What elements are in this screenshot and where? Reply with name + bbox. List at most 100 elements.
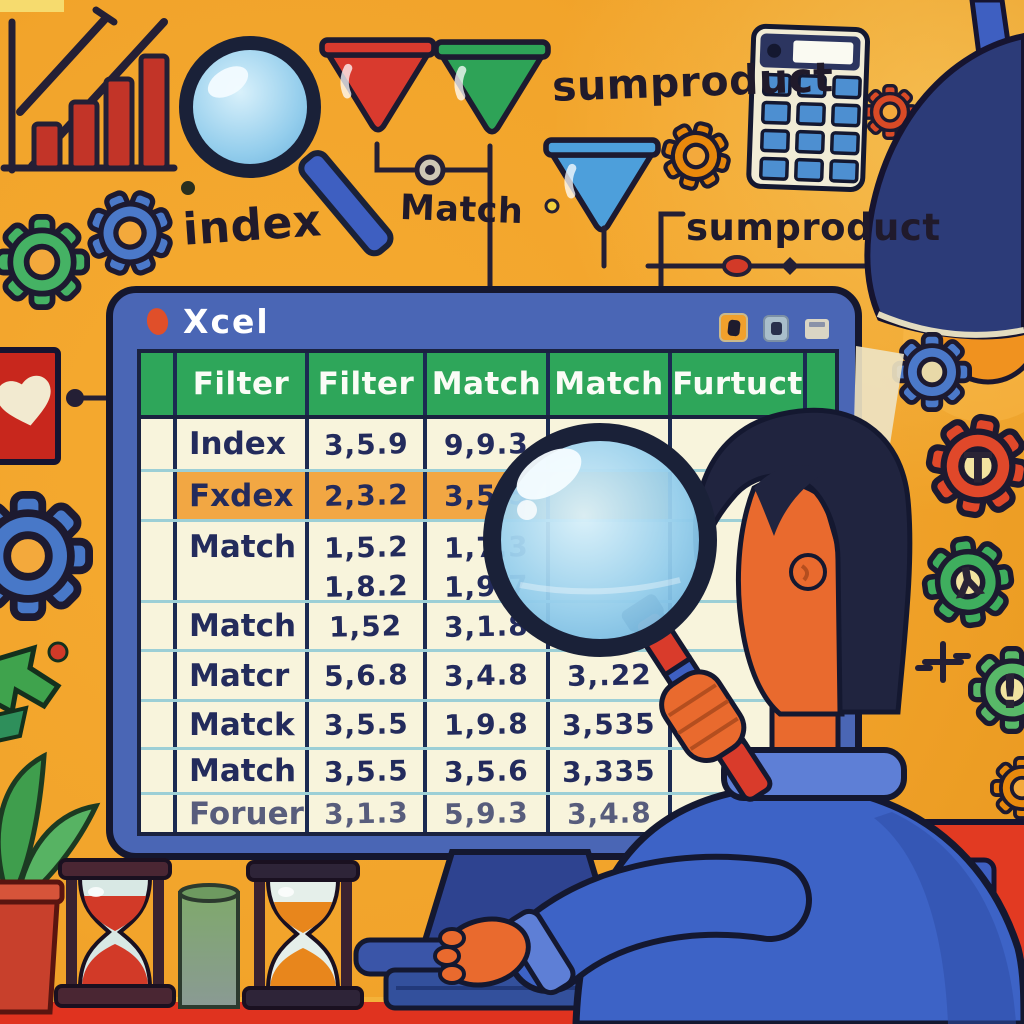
cell: [550, 603, 672, 649]
gear-icon: [0, 495, 89, 617]
dot: [181, 181, 195, 195]
cell: Match: [177, 603, 309, 649]
cell: [672, 603, 807, 649]
gear-icon: [971, 649, 1024, 732]
plus-sketch: [915, 641, 971, 683]
cell: 3,5.5: [427, 472, 550, 519]
window-button-glyph: [770, 322, 782, 335]
window-button-blue[interactable]: [763, 315, 789, 342]
hourglass-red-icon: [54, 858, 176, 1008]
plant-icon: [0, 751, 101, 1015]
cell: [550, 522, 672, 572]
row-gutter: [141, 419, 177, 469]
header-cell: [807, 353, 835, 415]
funnel-green-icon: [436, 42, 548, 132]
table-row: Index 3,5.9 9,9.3: [141, 419, 835, 472]
table-row: 1,8.2 1,9.7: [141, 572, 835, 603]
row-gutter: [141, 652, 177, 699]
gear-icon: [861, 84, 919, 141]
header-label: Filter: [192, 366, 290, 402]
person-body-shade: [874, 812, 1016, 1024]
row-gutter: [141, 522, 177, 572]
cell: [672, 750, 807, 792]
header-corner-cell: [141, 353, 177, 415]
gear-icon: [989, 755, 1024, 821]
cell: Match: [177, 750, 309, 792]
cell: [550, 472, 672, 519]
cell: 3,4.8: [427, 652, 550, 699]
cell: 9,9.3: [427, 419, 550, 469]
cell: [550, 419, 672, 469]
row-gutter: [141, 702, 177, 747]
header-label: Furtuct: [672, 366, 803, 402]
cell: Matck: [177, 702, 309, 747]
gear-glyph-y: Y: [948, 555, 987, 606]
cell: [807, 603, 835, 649]
header-label: Match: [431, 366, 542, 402]
arrow-leaf-icon: [0, 641, 69, 743]
cell: [672, 795, 807, 832]
row-gutter: [141, 750, 177, 792]
window-button-minimize[interactable]: [805, 319, 829, 339]
cell: 3,335: [550, 750, 672, 792]
cell: 1,9.7: [427, 572, 550, 600]
window-button-glyph: [809, 322, 825, 327]
cell: 3,1.3: [309, 795, 427, 832]
cell: 3,4.8: [550, 795, 672, 832]
cylinder-candle-icon: [178, 883, 240, 1009]
finger: [438, 963, 466, 985]
gear-glyph-t: T: [964, 444, 993, 493]
cell: [177, 572, 309, 600]
header-cell: Filter: [309, 353, 427, 415]
header-label: Filter: [317, 366, 415, 402]
header-cell: Match: [427, 353, 550, 415]
office-chair: [845, 819, 1024, 1024]
cell: 5,9.3: [427, 795, 550, 832]
gear-icon: [76, 179, 184, 287]
person-hand: [439, 916, 531, 988]
cell: Index: [177, 419, 309, 469]
node-center: [425, 165, 435, 175]
cell: 3,.22: [550, 652, 672, 699]
cell: 3,5.6: [427, 750, 550, 792]
label-sumproduct-top: sumproduct: [551, 53, 835, 111]
cell: 1,9.8: [427, 702, 550, 747]
person-arm: [512, 859, 806, 988]
cell: [807, 419, 835, 469]
node-connector-icon: [414, 154, 446, 186]
table-row: Match 3,5.5 3,5.6 3,335: [141, 750, 835, 795]
stand-base: [353, 937, 675, 977]
cell: Foruer: [177, 795, 309, 832]
cell: [807, 795, 835, 832]
cell: [672, 472, 807, 519]
cell: Fxdex: [177, 472, 309, 519]
cell: 1,52: [309, 603, 427, 649]
table-row-highlighted: Fxdex 2,3.2 3,5.5: [141, 472, 835, 522]
cell: 1,7.3: [427, 522, 550, 572]
cell: [807, 472, 835, 519]
cell: 1,5.2: [309, 522, 427, 572]
finger: [438, 927, 466, 949]
cell: [807, 652, 835, 699]
row-gutter: [141, 572, 177, 600]
table-row: Matck 3,5.5 1,9.8 3,535: [141, 702, 835, 750]
cell: Matcr: [177, 652, 309, 699]
cell: 5,6.8: [309, 652, 427, 699]
desk-front: [0, 997, 1024, 1024]
gear-icon: [921, 409, 1024, 522]
cell: 3,5.5: [309, 750, 427, 792]
cell: [672, 572, 807, 600]
gear-icon: [919, 533, 1017, 631]
window-button-orange[interactable]: [719, 313, 748, 342]
cell: [672, 702, 807, 747]
diamond-node: [781, 257, 799, 275]
header-label: Match: [554, 366, 664, 402]
heart-card-icon: [0, 347, 61, 465]
red-node-dot: [722, 255, 752, 277]
row-gutter: [141, 603, 177, 649]
finger: [433, 945, 461, 967]
sleeve-cuff: [504, 908, 576, 996]
row-gutter: [141, 472, 177, 519]
label-index: index: [181, 195, 324, 256]
monitor: Xcel Filter Filter Match Match Furtuct I…: [106, 286, 862, 860]
